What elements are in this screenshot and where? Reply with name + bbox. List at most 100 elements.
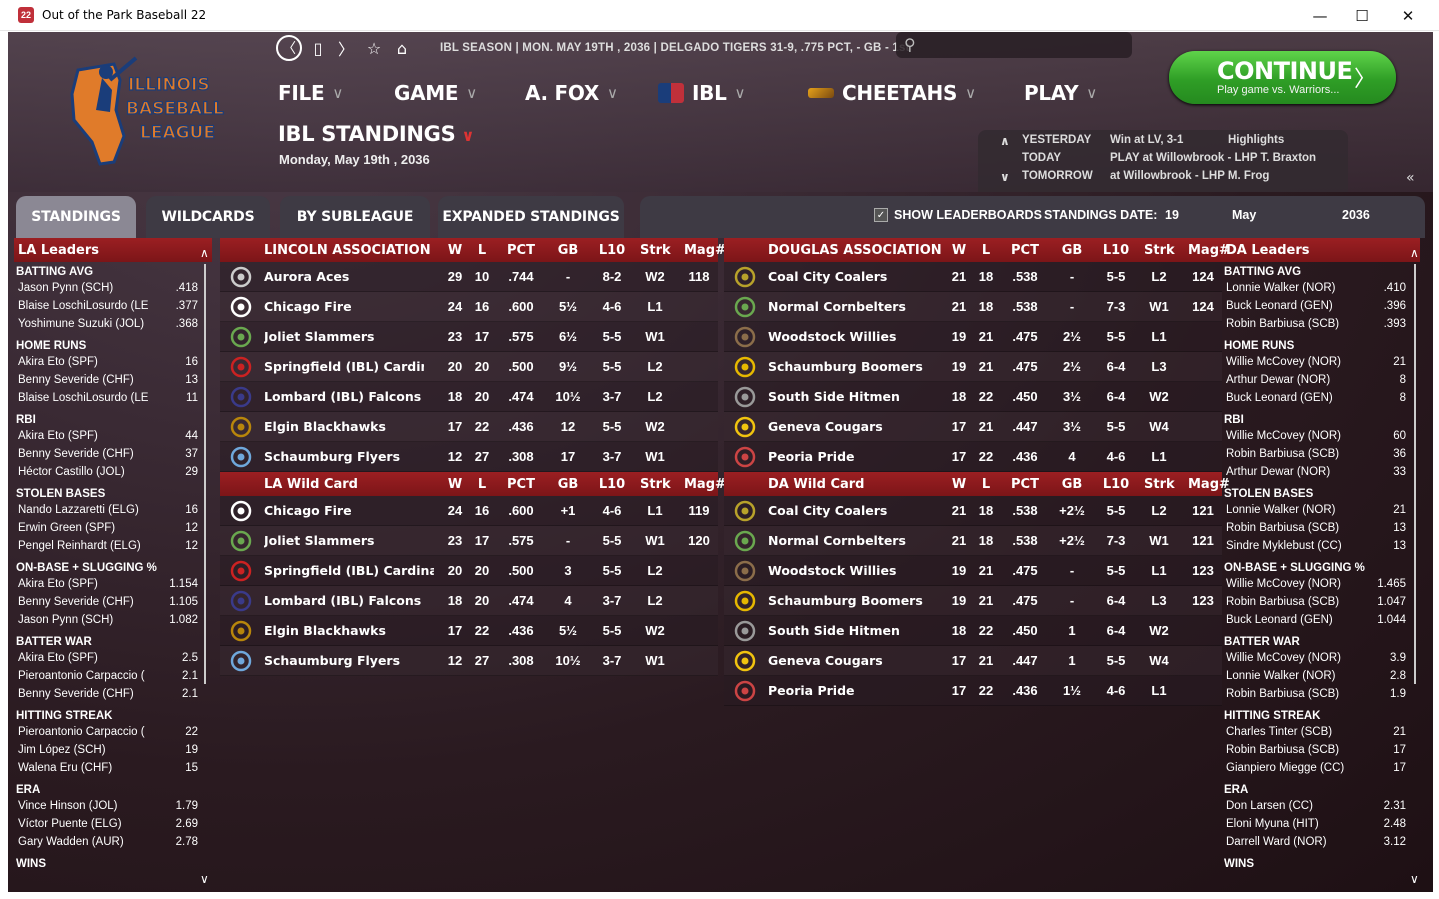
team-name[interactable]: Schaumburg Boomers [768,593,923,608]
table-row[interactable]: South Side Hitmen 18 22 .450 3½ 6-4 W2 [724,382,1222,412]
table-row[interactable]: Woodstock Willies 19 21 .475 - 5-5 L1 123 [724,556,1222,586]
table-row[interactable]: Lombard (IBL) Falcons 18 20 .474 10½ 3-7 L2 [220,382,718,412]
column-header[interactable]: GB [1061,243,1083,258]
table-row[interactable]: Schaumburg Boomers 19 21 .475 2½ 6-4 L3 [724,352,1222,382]
leader-entry[interactable]: Don Larsen (CC) 2.31 [1222,800,1420,818]
back-circle-icon[interactable]: 〈 [276,35,302,61]
table-row[interactable]: Elgin Blackhawks 17 22 .436 12 5-5 W2 [220,412,718,442]
table-row[interactable]: Geneva Cougars 17 21 .447 1 5-5 W4 [724,646,1222,676]
team-name[interactable]: Peoria Pride [768,449,855,464]
forward-icon[interactable]: 〉 [337,40,354,59]
column-header[interactable]: Mag# [1188,477,1230,492]
leader-entry[interactable]: Robin Barbiusa (SCB) 1.9 [1222,688,1420,706]
table-row[interactable]: Coal City Coalers 21 18 .538 - 5-5 L2 124 [724,262,1222,292]
da-leaders-scrollbar[interactable]: ∧ ∨ [1410,242,1420,892]
tab-expanded-standings[interactable]: EXPANDED STANDINGS [438,196,624,238]
leader-entry[interactable]: Pengel Reinhardt (ELG) 12 [14,540,212,558]
team-name[interactable]: Schaumburg Boomers [768,359,923,374]
leader-entry[interactable]: Buck Leonard (GEN) 1.044 [1222,614,1420,632]
leader-entry[interactable]: Akira Eto (SPF) 1.154 [14,578,212,596]
standings-date-month[interactable]: May [1232,208,1257,222]
team-name[interactable]: Schaumburg Flyers [264,653,401,668]
column-header[interactable]: L10 [1102,243,1130,258]
team-name[interactable]: Coal City Coalers [768,269,888,284]
scroll-track[interactable] [204,264,206,684]
leader-entry[interactable]: Robin Barbiusa (SCB) 36 [1222,448,1420,466]
menu-game[interactable]: GAME ∨ [394,78,477,108]
leader-entry[interactable]: Buck Leonard (GEN) .396 [1222,300,1420,318]
table-row[interactable]: Aurora Aces 29 10 .744 - 8-2 W2 118 [220,262,718,292]
table-row[interactable]: Joliet Slammers 23 17 .575 6½ 5-5 W1 [220,322,718,352]
leader-entry[interactable]: Sindre Myklebust (CC) 13 [1222,540,1420,558]
leader-entry[interactable]: Jim López (SCH) 19 [14,744,212,762]
column-header[interactable]: Mag# [1188,243,1230,258]
table-row[interactable]: South Side Hitmen 18 22 .450 1 6-4 W2 [724,616,1222,646]
column-header[interactable]: GB [1061,477,1083,492]
column-header[interactable]: Strk [640,477,671,492]
leader-entry[interactable]: Vince Hinson (JOL) 1.79 [14,800,212,818]
column-header[interactable]: W [447,477,463,492]
chevron-down-icon[interactable]: ∨ [200,872,209,886]
column-header[interactable]: Strk [1144,477,1175,492]
team-name[interactable]: Peoria Pride [768,683,855,698]
chevron-up-icon[interactable]: ∧ [200,246,209,260]
leader-entry[interactable]: Blaise LoschiLosurdo (LE 11 [14,392,212,410]
table-row[interactable]: Lombard (IBL) Falcons 18 20 .474 4 3-7 L2 [220,586,718,616]
team-name[interactable]: Lombard (IBL) Falcons [264,389,422,404]
column-header[interactable]: L [981,477,991,492]
table-row[interactable]: Schaumburg Flyers 12 27 .308 10½ 3-7 W1 [220,646,718,676]
league-logo[interactable]: ILLINOIS BASEBALL LEAGUE [66,50,226,170]
collapse-icon[interactable]: « [1406,170,1415,186]
show-leaderboards-checkbox[interactable]: ✓ SHOW LEADERBOARDS [874,208,1042,222]
column-header[interactable]: L10 [598,243,626,258]
leader-entry[interactable]: Héctor Castillo (JOL) 29 [14,466,212,484]
leader-entry[interactable]: Jason Pynn (SCH) .418 [14,282,212,300]
chevron-up-icon[interactable]: ∧ [1000,134,1010,148]
leader-entry[interactable]: Charles Tinter (SCB) 21 [1222,726,1420,744]
team-name[interactable]: South Side Hitmen [768,389,900,404]
leader-entry[interactable]: Walena Eru (CHF) 15 [14,762,212,780]
continue-button[interactable]: CONTINUE Play game vs. Warriors... 〉 [1169,51,1396,104]
leader-entry[interactable]: Robin Barbiusa (SCB) 17 [1222,744,1420,762]
column-header[interactable]: PCT [1011,477,1039,492]
column-header[interactable]: Strk [1144,243,1175,258]
team-name[interactable]: Lombard (IBL) Falcons [264,593,422,608]
leader-entry[interactable]: Willie McCovey (NOR) 3.9 [1222,652,1420,670]
table-row[interactable]: Peoria Pride 17 22 .436 1½ 4-6 L1 [724,676,1222,706]
team-name[interactable]: Coal City Coalers [768,503,888,518]
team-name[interactable]: Joliet Slammers [264,533,375,548]
chevron-up-icon[interactable]: ∧ [1410,246,1419,260]
table-row[interactable]: Springfield (IBL) Cardina 20 20 .500 9½ 5-5 L2 [220,352,718,382]
leader-entry[interactable]: Benny Severide (CHF) 1.105 [14,596,212,614]
highlights-link[interactable]: Highlights [1228,134,1285,146]
leader-entry[interactable]: Pieroantonio Carpaccio (2.1 [14,670,212,688]
leader-entry[interactable]: Buck Leonard (GEN) 8 [1222,392,1420,410]
team-name[interactable]: Springfield (IBL) Cardina [264,359,424,374]
leader-entry[interactable]: Víctor Puente (ELG) 2.69 [14,818,212,836]
chevron-down-icon[interactable]: ∨ [1000,170,1010,184]
leader-entry[interactable]: Eloni Myuna (HIT) 2.48 [1222,818,1420,836]
leader-entry[interactable]: Robin Barbiusa (SCB) 13 [1222,522,1420,540]
home-icon[interactable]: ⌂ [396,38,408,58]
star-icon[interactable]: ☆ [366,38,382,58]
tab-wildcards[interactable]: WILDCARDS [146,196,270,238]
search-input[interactable]: ⚲ [896,32,1132,58]
leader-entry[interactable]: Nando Lazzaretti (ELG) 16 [14,504,212,522]
column-header[interactable]: L [477,243,487,258]
leader-entry[interactable]: Gianpiero Miegge (CC) 17 [1222,762,1420,780]
leader-entry[interactable]: Willie McCovey (NOR) 60 [1222,430,1420,448]
close-button[interactable]: ✕ [1401,6,1415,25]
leader-entry[interactable]: Erwin Green (SPF) 12 [14,522,212,540]
team-name[interactable]: Joliet Slammers [264,329,375,344]
leader-entry[interactable]: Arthur Dewar (NOR) 8 [1222,374,1420,392]
team-name[interactable]: Elgin Blackhawks [264,419,386,434]
leader-entry[interactable]: Arthur Dewar (NOR) 33 [1222,466,1420,484]
column-header[interactable]: GB [557,243,579,258]
column-header[interactable]: Mag# [684,477,726,492]
team-name[interactable]: Springfield (IBL) Cardinals [264,563,434,578]
team-name[interactable]: Normal Cornbelters [768,299,906,314]
leader-entry[interactable]: Akira Eto (SPF) 16 [14,356,212,374]
team-name[interactable]: South Side Hitmen [768,623,900,638]
column-header[interactable]: W [951,243,967,258]
tab-by-subleague[interactable]: BY SUBLEAGUE [280,196,430,238]
